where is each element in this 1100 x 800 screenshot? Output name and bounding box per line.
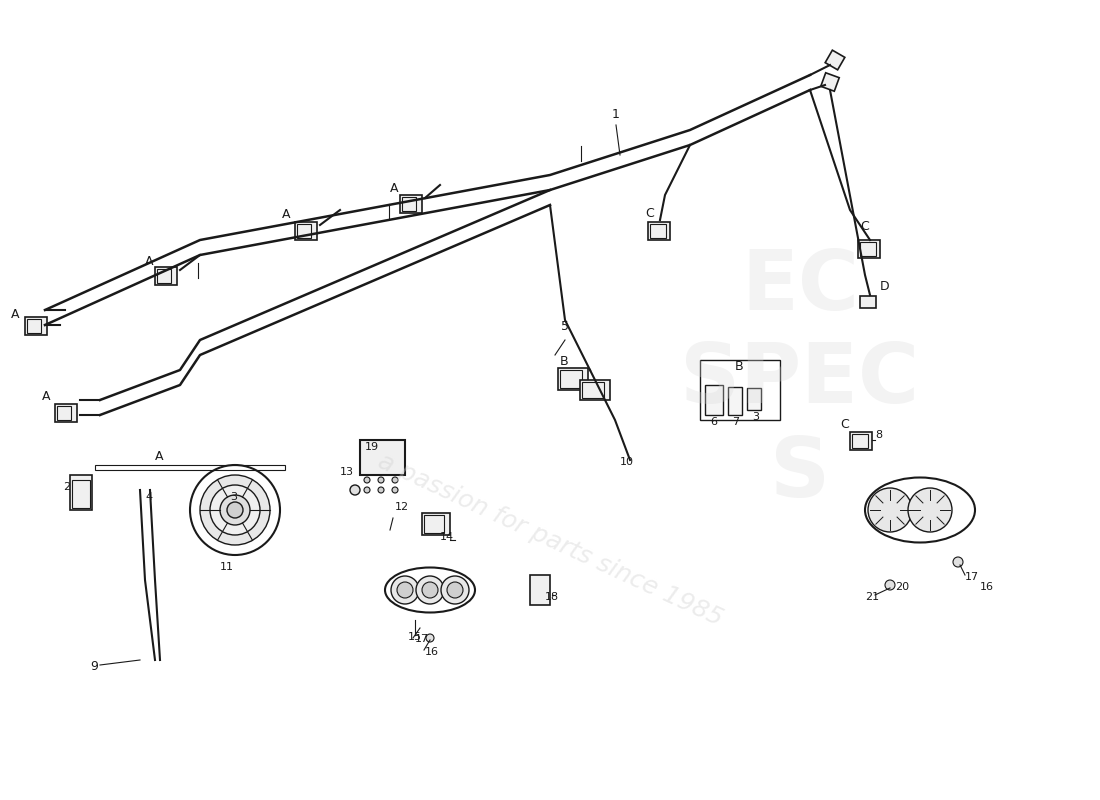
Text: A: A [11,308,20,321]
Bar [558,368,589,390]
Bar [705,385,723,415]
Bar [57,406,72,420]
Bar [582,382,604,398]
Bar [858,240,880,258]
Circle shape [868,488,912,532]
Bar [400,195,422,213]
Text: 3: 3 [230,492,236,502]
Text: 1: 1 [612,108,620,121]
Circle shape [364,477,370,483]
Bar [295,222,317,240]
Text: A: A [155,450,164,463]
Circle shape [426,634,434,642]
Circle shape [416,576,444,604]
Text: 6: 6 [710,417,717,427]
Text: 17: 17 [965,572,979,582]
Bar [28,319,41,333]
Bar [95,465,285,470]
Text: 16: 16 [980,582,994,592]
Bar [157,269,170,283]
Bar [55,404,77,422]
Text: 8: 8 [874,430,882,440]
Text: 15: 15 [408,632,422,642]
Bar [821,73,839,91]
Circle shape [220,495,250,525]
Circle shape [447,582,463,598]
Circle shape [886,580,895,590]
Circle shape [200,475,270,545]
Circle shape [441,576,469,604]
Text: 21: 21 [865,592,879,602]
Bar [747,388,761,410]
Text: 3: 3 [752,412,759,422]
Bar [860,296,876,308]
Circle shape [364,487,370,493]
Bar [860,242,876,256]
Bar [650,224,666,238]
Circle shape [227,502,243,518]
Circle shape [392,477,398,483]
Text: a passion for parts since 1985: a passion for parts since 1985 [374,450,726,630]
Text: A: A [390,182,398,195]
Text: A: A [42,390,51,403]
Bar [580,380,611,400]
Text: 14: 14 [440,532,454,542]
Bar [360,440,405,475]
Text: 13: 13 [340,467,354,477]
Text: 2: 2 [63,482,70,492]
Bar [72,480,90,508]
Text: 20: 20 [895,582,909,592]
Bar [530,575,550,605]
Circle shape [210,485,260,535]
Bar [424,515,444,533]
Text: EC
SPEC
S: EC SPEC S [681,246,920,514]
Bar [648,222,670,240]
Text: C: C [860,220,869,233]
Text: 17: 17 [415,634,429,644]
Bar [825,50,845,70]
Circle shape [390,576,419,604]
Text: A: A [145,255,154,268]
Bar [852,434,868,448]
Text: 7: 7 [732,417,739,427]
Circle shape [397,582,412,598]
Text: 16: 16 [425,647,439,657]
Circle shape [953,557,962,567]
Circle shape [908,488,952,532]
Text: 18: 18 [544,592,559,602]
Circle shape [392,487,398,493]
Bar [402,197,416,211]
Text: 11: 11 [220,562,234,572]
Text: 5: 5 [561,320,569,333]
Bar [155,267,177,285]
Circle shape [422,582,438,598]
Bar [25,317,47,335]
Bar [70,475,92,510]
Circle shape [350,485,360,495]
Bar [422,513,450,535]
Bar [297,224,311,238]
Text: B: B [560,355,569,368]
Text: 10: 10 [620,457,634,467]
Bar [850,432,872,450]
Text: 19: 19 [365,442,380,452]
Text: 12: 12 [395,502,409,512]
Text: A: A [282,208,290,221]
Text: D: D [880,280,890,293]
Bar [728,387,743,415]
Text: C: C [645,207,653,220]
Text: C: C [840,418,849,431]
Text: 4: 4 [145,492,152,502]
Text: 9: 9 [90,660,98,673]
Bar [700,360,780,420]
Text: B: B [735,360,744,373]
Circle shape [378,477,384,483]
Circle shape [378,487,384,493]
Bar [560,370,582,388]
